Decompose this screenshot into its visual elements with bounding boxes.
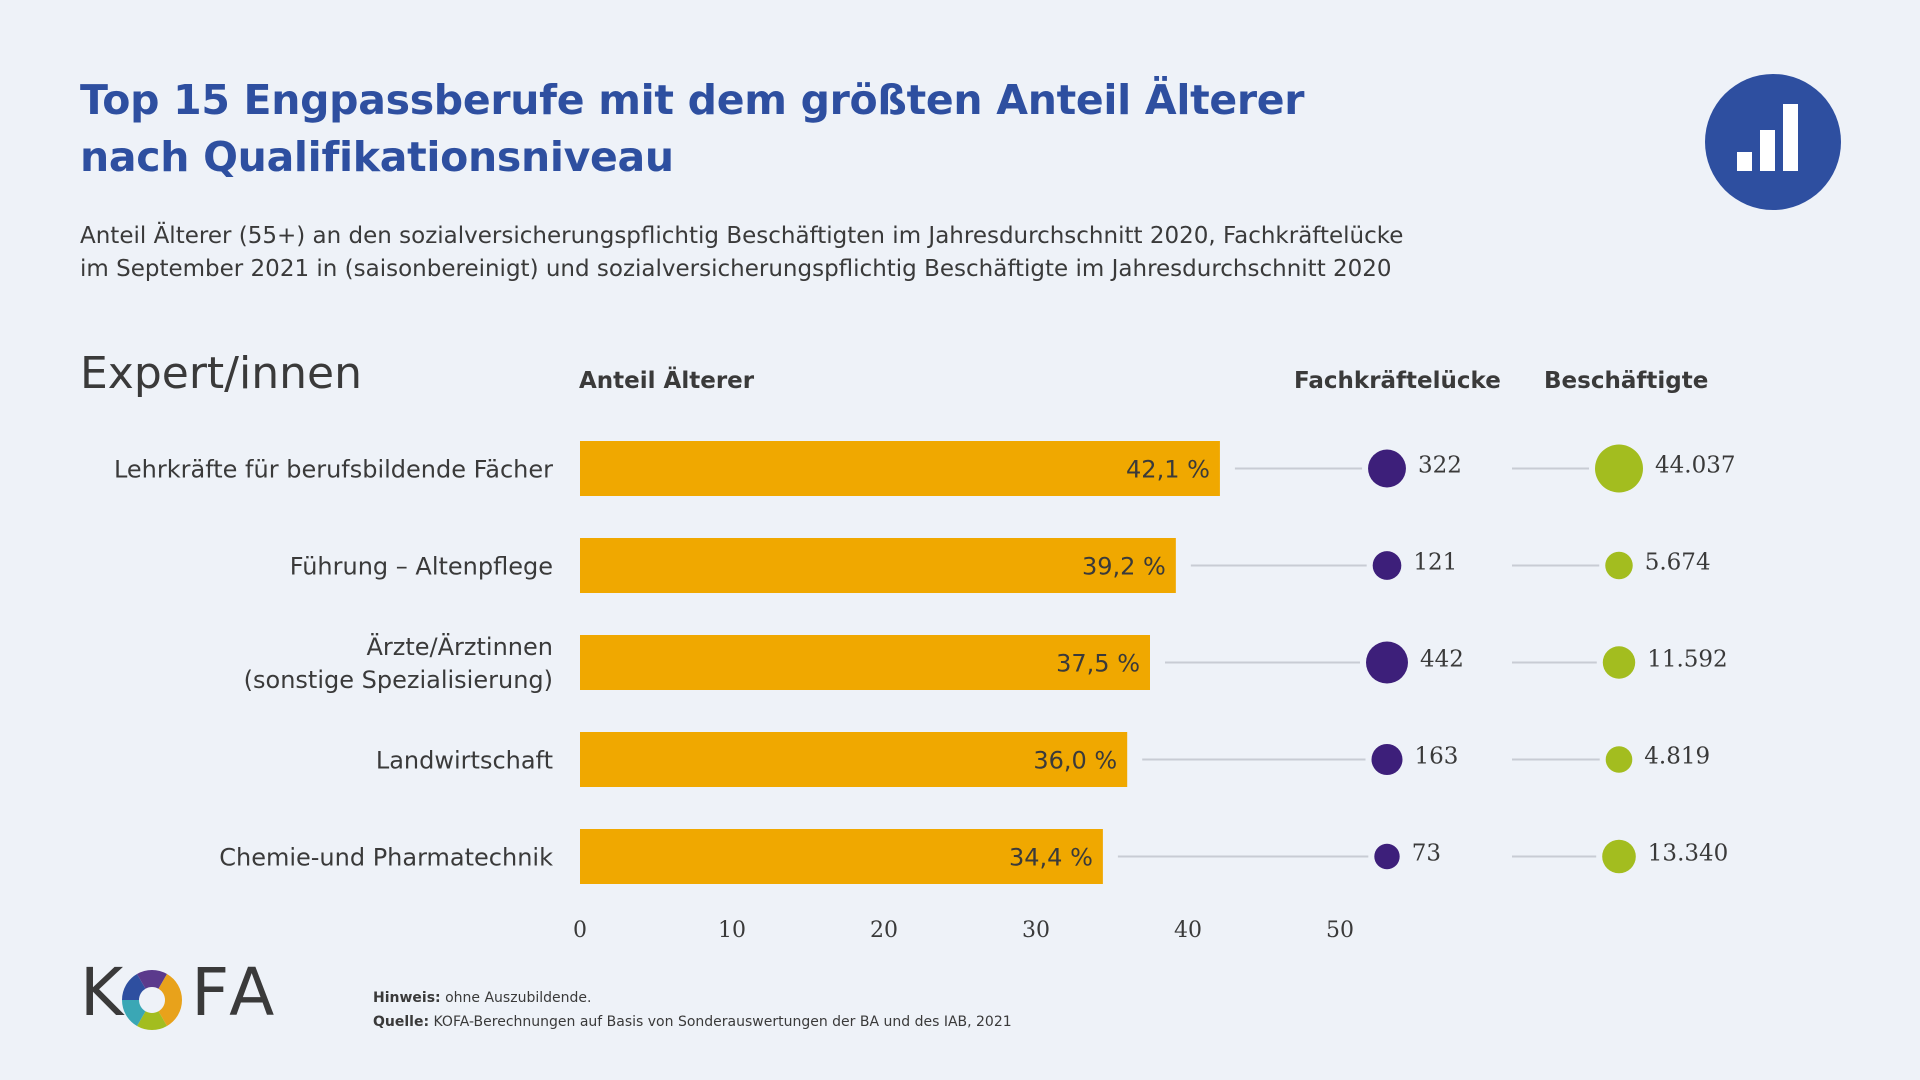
chart-title: Top 15 Engpassberufe mit dem größten Ant… <box>80 72 1305 186</box>
note-quelle: Quelle: KOFA-Berechnungen auf Basis von … <box>373 1010 1012 1034</box>
category-label: Ärzte/Ärztinnen <box>366 632 553 661</box>
bar <box>580 732 1128 787</box>
kofa-logo-ring-segment <box>137 1011 167 1030</box>
gap-value-label: 442 <box>1420 647 1464 673</box>
bar <box>580 441 1220 496</box>
kofa-logo-text: KOFA <box>80 954 280 1031</box>
gap-dot <box>1368 449 1406 488</box>
employed-value-label: 11.592 <box>1647 647 1727 673</box>
note-hinweis: Hinweis: ohne Auszubildende. <box>373 986 1012 1010</box>
employed-dot <box>1602 839 1636 874</box>
chart-title-line-1: Top 15 Engpassberufe mit dem größten Ant… <box>80 76 1305 124</box>
note-quelle-label: Quelle: <box>373 1014 430 1030</box>
category-label: Landwirtschaft <box>376 747 553 775</box>
employed-value-label: 13.340 <box>1648 841 1728 867</box>
bar <box>580 829 1103 884</box>
bar <box>580 538 1176 593</box>
bar-value-label: 39,2 % <box>1082 553 1166 581</box>
gap-dot <box>1372 551 1402 580</box>
kofa-logo: KOFA <box>80 958 280 1028</box>
x-tick-label: 0 <box>573 918 587 943</box>
x-tick-label: 50 <box>1326 918 1354 943</box>
note-hinweis-text: ohne Auszubildende. <box>440 990 592 1006</box>
chart-subtitle: Anteil Älterer (55+) an den sozialversic… <box>80 220 1403 286</box>
kofa-logo-ring-segment <box>158 1000 182 1026</box>
bar-value-label: 34,4 % <box>1009 844 1093 872</box>
gap-dot <box>1374 843 1400 870</box>
employed-value-label: 44.037 <box>1655 453 1735 479</box>
x-tick-label: 30 <box>1022 918 1050 943</box>
chart-subtitle-line-1: Anteil Älterer (55+) an den sozialversic… <box>80 223 1404 249</box>
gap-dot <box>1366 641 1408 684</box>
gap-dot <box>1371 743 1403 776</box>
employed-value-label: 4.819 <box>1644 744 1710 770</box>
category-label: Führung – Altenpflege <box>290 553 553 581</box>
x-tick-label: 20 <box>870 918 898 943</box>
column-header-employed: Beschäftigte <box>1544 368 1709 394</box>
employed-value-label: 5.674 <box>1645 550 1711 576</box>
column-header-gap: Fachkräftelücke <box>1294 368 1501 394</box>
gap-value-label: 322 <box>1418 453 1462 479</box>
column-header-share: Anteil Älterer <box>579 368 755 394</box>
kofa-logo-letters: FA <box>191 954 281 1031</box>
kofa-logo-ring-segment <box>158 974 182 1000</box>
note-quelle-text: KOFA-Berechnungen auf Basis von Sonderau… <box>429 1014 1012 1030</box>
note-hinweis-label: Hinweis: <box>373 990 441 1006</box>
x-tick-label: 40 <box>1174 918 1202 943</box>
x-tick-label: 10 <box>718 918 746 943</box>
gap-value-label: 121 <box>1413 550 1457 576</box>
employed-dot <box>1605 551 1633 580</box>
gap-value-label: 163 <box>1415 744 1459 770</box>
category-label: Chemie-und Pharmatechnik <box>219 844 553 872</box>
kofa-logo-ring-segment <box>137 970 167 989</box>
kofa-logo-ring-segment <box>122 974 146 1000</box>
category-label: (sonstige Spezialisierung) <box>244 666 553 694</box>
bar-chart-icon <box>1705 74 1841 210</box>
footnotes: Hinweis: ohne Auszubildende. Quelle: KOF… <box>373 986 1012 1034</box>
gap-value-label: 73 <box>1412 841 1441 867</box>
employed-dot <box>1605 746 1633 773</box>
kofa-logo-o: O <box>129 958 191 1028</box>
employed-dot <box>1602 646 1636 679</box>
bar-value-label: 37,5 % <box>1056 650 1140 678</box>
bar-value-label: 42,1 % <box>1126 456 1210 484</box>
employed-dot <box>1595 444 1643 493</box>
kofa-logo-ring-segment <box>122 1000 146 1026</box>
kofa-logo-letter: K <box>80 954 130 1031</box>
bar <box>580 635 1150 690</box>
bar-chart-icon-glyph <box>1737 104 1798 171</box>
section-heading: Expert/innen <box>80 348 362 399</box>
chart-title-line-2: nach Qualifikationsniveau <box>80 133 674 181</box>
category-label: Lehrkräfte für berufsbildende Fächer <box>114 456 553 484</box>
chart-subtitle-line-2: im September 2021 in (saisonbereinigt) u… <box>80 256 1392 282</box>
bar-value-label: 36,0 % <box>1033 747 1117 775</box>
